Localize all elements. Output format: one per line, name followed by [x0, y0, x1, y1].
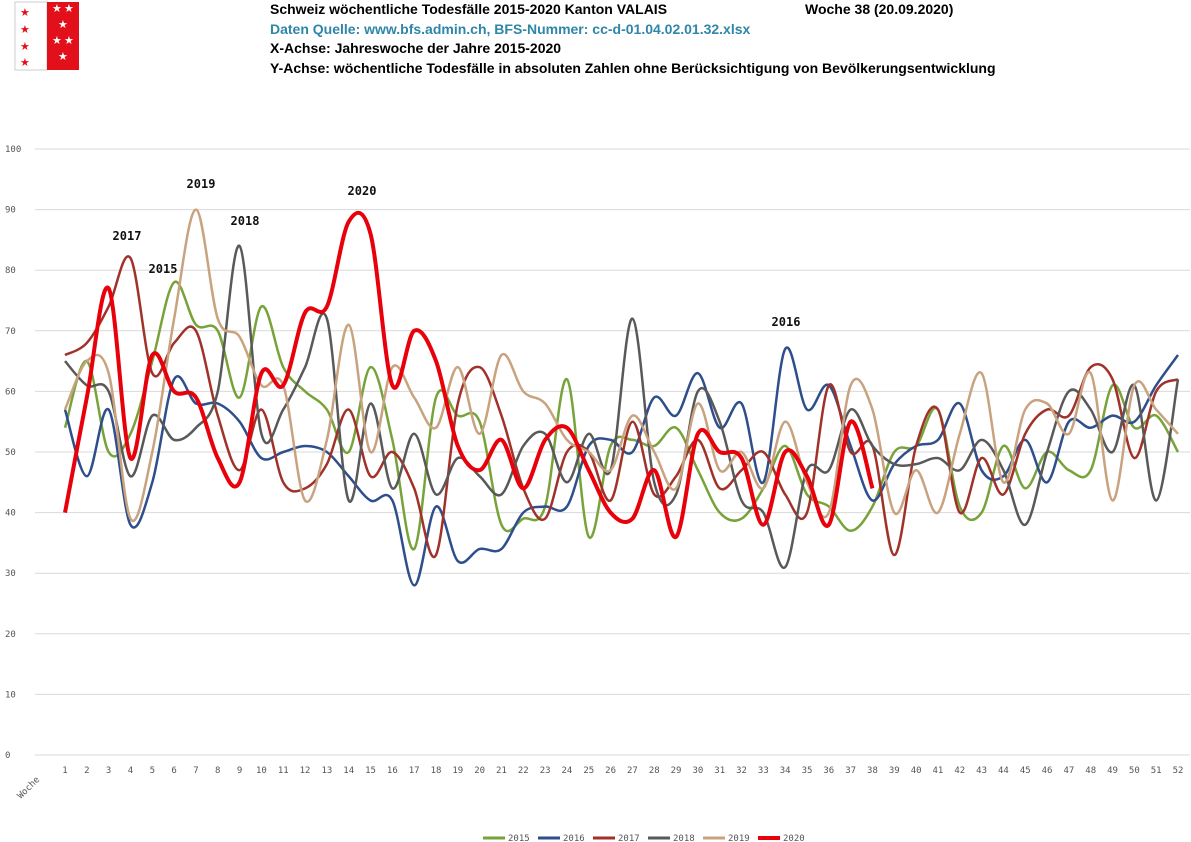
x-tick-label: 41 — [933, 766, 944, 776]
x-tick-label: 9 — [237, 766, 242, 776]
x-tick-label: 12 — [300, 766, 311, 776]
x-tick-label: 4 — [128, 766, 133, 776]
y-tick-label: 70 — [5, 327, 16, 337]
svg-text:★: ★ — [20, 7, 30, 19]
legend-label: 2019 — [728, 834, 750, 842]
x-tick-label: 37 — [845, 766, 856, 776]
y-note: Y-Achse: wöchentliche Todesfälle in abso… — [270, 60, 996, 76]
legend-label: 2016 — [563, 834, 585, 842]
x-tick-label: 36 — [823, 766, 834, 776]
x-note: X-Achse: Jahreswoche der Jahre 2015-2020 — [270, 40, 561, 56]
source: Daten Quelle: www.bfs.admin.ch, BFS-Numm… — [270, 21, 751, 37]
line-2015 — [63, 280, 1180, 551]
x-tick-label: 26 — [605, 766, 616, 776]
x-tick-label: 43 — [976, 766, 987, 776]
x-tick-label: 29 — [671, 766, 682, 776]
x-tick-label: 3 — [106, 766, 111, 776]
x-tick-label: 28 — [649, 766, 660, 776]
y-tick-label: 0 — [5, 751, 10, 761]
x-tick-label: 47 — [1063, 766, 1074, 776]
x-tick-label: 35 — [802, 766, 813, 776]
legend-label: 2020 — [783, 834, 805, 842]
x-tick-label: 25 — [583, 766, 594, 776]
annotation: 2015 — [149, 262, 178, 276]
logo: ★★★★ ★ ★★★ ★★ — [14, 1, 79, 71]
x-tick-label: 51 — [1151, 766, 1162, 776]
x-tick-label: 15 — [365, 766, 376, 776]
x-tick-label: 33 — [758, 766, 769, 776]
x-axis-label: Woche — [16, 775, 42, 801]
svg-text:★: ★ — [20, 57, 30, 69]
y-tick-label: 40 — [5, 509, 16, 519]
y-tick-label: 100 — [5, 145, 21, 155]
x-tick-label: 31 — [714, 766, 725, 776]
x-tick-label: 8 — [215, 766, 220, 776]
x-tick-label: 27 — [627, 766, 638, 776]
y-tick-label: 50 — [5, 448, 16, 458]
y-tick-label: 80 — [5, 266, 16, 276]
x-tick-label: 20 — [474, 766, 485, 776]
annotation: 2016 — [772, 315, 801, 329]
x-tick-label: 30 — [692, 766, 703, 776]
svg-text:★: ★ — [20, 24, 30, 36]
legend-label: 2018 — [673, 834, 695, 842]
svg-text:★: ★ — [52, 3, 62, 15]
x-tick-label: 7 — [193, 766, 198, 776]
x-tick-label: 16 — [387, 766, 398, 776]
x-tick-label: 24 — [562, 766, 573, 776]
x-tick-label: 32 — [736, 766, 747, 776]
svg-text:★: ★ — [20, 41, 30, 53]
chart-title: Schweiz wöchentliche Todesfälle 2015-202… — [270, 1, 667, 17]
y-tick-label: 90 — [5, 206, 16, 216]
x-tick-label: 39 — [889, 766, 900, 776]
x-tick-label: 40 — [911, 766, 922, 776]
svg-text:★: ★ — [64, 35, 74, 47]
y-tick-label: 20 — [5, 630, 16, 640]
x-tick-label: 46 — [1042, 766, 1053, 776]
x-tick-label: 11 — [278, 766, 289, 776]
line-2020 — [63, 211, 875, 539]
svg-text:★: ★ — [64, 3, 74, 15]
x-tick-label: 14 — [343, 766, 354, 776]
chart-subtitle: Woche 38 (20.09.2020) — [805, 1, 953, 17]
svg-text:★: ★ — [58, 19, 68, 31]
y-tick-label: 30 — [5, 569, 16, 579]
x-tick-label: 10 — [256, 766, 267, 776]
line-2017 — [64, 255, 1179, 559]
x-tick-label: 18 — [431, 766, 442, 776]
x-tick-label: 34 — [780, 766, 791, 776]
line-2019 — [63, 208, 1179, 523]
x-tick-label: 38 — [867, 766, 878, 776]
x-tick-label: 50 — [1129, 766, 1140, 776]
svg-text:★: ★ — [52, 35, 62, 47]
legend-label: 2017 — [618, 834, 640, 842]
line-2016 — [63, 346, 1180, 587]
annotation: 2019 — [187, 177, 216, 191]
x-tick-label: 19 — [452, 766, 463, 776]
annotation: 2020 — [348, 184, 377, 198]
x-tick-label: 42 — [954, 766, 965, 776]
x-tick-label: 1 — [62, 766, 67, 776]
x-tick-label: 17 — [409, 766, 420, 776]
y-tick-label: 60 — [5, 387, 16, 397]
x-tick-label: 45 — [1020, 766, 1031, 776]
y-tick-label: 10 — [5, 690, 16, 700]
x-tick-label: 13 — [321, 766, 332, 776]
x-tick-label: 49 — [1107, 766, 1118, 776]
x-tick-label: 6 — [171, 766, 176, 776]
x-tick-label: 44 — [998, 766, 1009, 776]
x-tick-label: 48 — [1085, 766, 1096, 776]
x-tick-label: 21 — [496, 766, 507, 776]
x-tick-label: 22 — [518, 766, 529, 776]
x-tick-label: 52 — [1173, 766, 1184, 776]
x-tick-label: 2 — [84, 766, 89, 776]
x-tick-label: 5 — [150, 766, 155, 776]
x-tick-label: 23 — [540, 766, 551, 776]
annotation: 2018 — [231, 214, 260, 228]
annotation: 2017 — [113, 229, 142, 243]
svg-text:★: ★ — [58, 51, 68, 63]
legend-label: 2015 — [508, 834, 530, 842]
